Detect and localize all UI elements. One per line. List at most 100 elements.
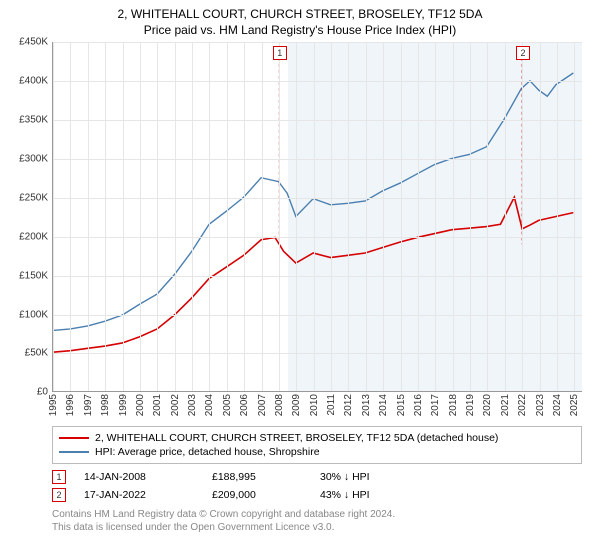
sale-date: 17-JAN-2022 — [84, 489, 194, 501]
xtick-label: 2015 — [396, 394, 407, 416]
gridline-v — [557, 42, 558, 391]
gridline-v — [192, 42, 193, 391]
xtick-label: 2005 — [222, 394, 233, 416]
plot-area: 12 — [52, 42, 582, 392]
gridline-v — [505, 42, 506, 391]
xtick-label: 2010 — [309, 394, 320, 416]
y-axis: £0£50K£100K£150K£200K£250K£300K£350K£400… — [10, 42, 50, 392]
xtick-label: 2019 — [465, 394, 476, 416]
xtick-label: 2023 — [535, 394, 546, 416]
sale-marker-inline: 1 — [52, 470, 66, 484]
gridline-v — [175, 42, 176, 391]
sale-marker-inline: 2 — [52, 488, 66, 502]
xtick-label: 2020 — [482, 394, 493, 416]
ytick-label: £300K — [19, 154, 48, 165]
xtick-label: 1997 — [83, 394, 94, 416]
gridline-v — [314, 42, 315, 391]
gridline-h — [53, 159, 582, 160]
gridline-v — [383, 42, 384, 391]
ytick-label: £0 — [37, 387, 48, 398]
legend-label-hpi: HPI: Average price, detached house, Shro… — [95, 446, 320, 458]
gridline-v — [401, 42, 402, 391]
gridline-v — [227, 42, 228, 391]
gridline-h — [53, 120, 582, 121]
ytick-label: £350K — [19, 115, 48, 126]
gridline-v — [453, 42, 454, 391]
gridline-v — [331, 42, 332, 391]
sale-marker-1: 1 — [273, 46, 287, 60]
gridline-h — [53, 42, 582, 43]
sales-table: 1 14-JAN-2008 £188,995 30% ↓ HPI 2 17-JAN-202… — [52, 468, 590, 504]
xtick-label: 1995 — [48, 394, 59, 416]
chart-area: £0£50K£100K£150K£200K£250K£300K£350K£400… — [52, 42, 582, 422]
ytick-label: £50K — [25, 348, 48, 359]
chart-container: 2, WHITEHALL COURT, CHURCH STREET, BROSE… — [0, 0, 600, 540]
footer-line-1: Contains HM Land Registry data © Crown c… — [52, 509, 395, 520]
gridline-h — [53, 353, 582, 354]
gridline-v — [435, 42, 436, 391]
sale-row: 217-JAN-2022£209,00043% ↓ HPI — [52, 486, 590, 504]
gridline-v — [244, 42, 245, 391]
gridline-v — [157, 42, 158, 391]
ytick-label: £200K — [19, 231, 48, 242]
line-layer — [53, 42, 582, 391]
xtick-label: 2016 — [413, 394, 424, 416]
legend: 2, WHITEHALL COURT, CHURCH STREET, BROSE… — [52, 426, 582, 464]
gridline-v — [88, 42, 89, 391]
ytick-label: £150K — [19, 270, 48, 281]
gridline-h — [53, 276, 582, 277]
gridline-h — [53, 81, 582, 82]
xtick-label: 2001 — [152, 394, 163, 416]
xtick-label: 2004 — [204, 394, 215, 416]
sale-pct: 30% ↓ HPI — [320, 471, 420, 483]
legend-swatch-hpi — [59, 451, 89, 453]
gridline-v — [522, 42, 523, 391]
gridline-v — [123, 42, 124, 391]
legend-item-property: 2, WHITEHALL COURT, CHURCH STREET, BROSE… — [59, 431, 575, 445]
footer-line-2: This data is licensed under the Open Gov… — [52, 522, 334, 533]
gridline-v — [348, 42, 349, 391]
xtick-label: 2022 — [517, 394, 528, 416]
xtick-label: 2003 — [187, 394, 198, 416]
xtick-label: 1999 — [118, 394, 129, 416]
xtick-label: 2011 — [326, 394, 337, 416]
gridline-v — [105, 42, 106, 391]
chart-title: 2, WHITEHALL COURT, CHURCH STREET, BROSE… — [10, 6, 590, 38]
ytick-label: £450K — [19, 37, 48, 48]
sale-row: 1 14-JAN-2008 £188,995 30% ↓ HPI — [52, 468, 590, 486]
gridline-v — [262, 42, 263, 391]
gridline-v — [296, 42, 297, 391]
sale-price: £188,995 — [212, 471, 302, 483]
gridline-h — [53, 198, 582, 199]
xtick-label: 2013 — [361, 394, 372, 416]
legend-item-hpi: HPI: Average price, detached house, Shro… — [59, 445, 575, 459]
gridline-v — [70, 42, 71, 391]
title-line-1: 2, WHITEHALL COURT, CHURCH STREET, BROSE… — [118, 7, 483, 21]
gridline-v — [487, 42, 488, 391]
xtick-label: 2006 — [239, 394, 250, 416]
gridline-h — [53, 237, 582, 238]
gridline-v — [209, 42, 210, 391]
gridline-v — [53, 42, 54, 391]
title-line-2: Price paid vs. HM Land Registry's House … — [144, 23, 456, 37]
gridline-v — [418, 42, 419, 391]
legend-swatch-property — [59, 437, 89, 439]
xtick-label: 2002 — [170, 394, 181, 416]
gridline-v — [574, 42, 575, 391]
ytick-label: £100K — [19, 309, 48, 320]
ytick-label: £250K — [19, 192, 48, 203]
xtick-label: 2012 — [343, 394, 354, 416]
gridline-v — [540, 42, 541, 391]
sale-date: 14-JAN-2008 — [84, 471, 194, 483]
gridline-v — [366, 42, 367, 391]
footer: Contains HM Land Registry data © Crown c… — [52, 508, 590, 534]
gridline-v — [470, 42, 471, 391]
xtick-label: 2008 — [274, 394, 285, 416]
xtick-label: 2000 — [135, 394, 146, 416]
gridline-v — [279, 42, 280, 391]
gridline-v — [140, 42, 141, 391]
xtick-label: 1996 — [65, 394, 76, 416]
xtick-label: 2007 — [257, 394, 268, 416]
xtick-label: 2017 — [430, 394, 441, 416]
x-axis: 1995199619971998199920002001200220032004… — [52, 392, 582, 422]
